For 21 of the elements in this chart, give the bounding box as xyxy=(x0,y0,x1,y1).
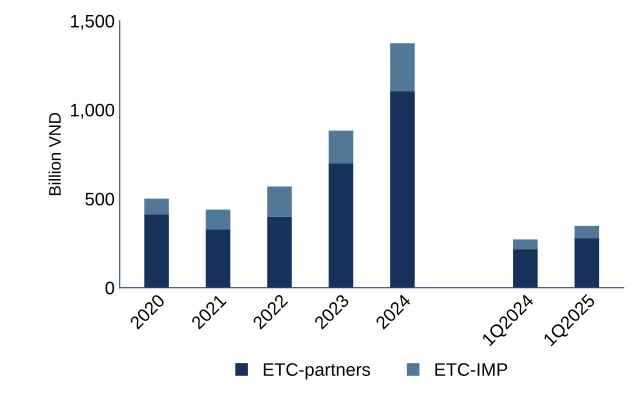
bar xyxy=(267,186,292,217)
y-tick-label: 1,500 xyxy=(71,14,114,30)
y-axis-title: Billion VND xyxy=(48,112,61,196)
bar xyxy=(328,164,354,288)
legend-label: ETC-partners xyxy=(264,363,370,380)
bar xyxy=(206,210,230,230)
bar xyxy=(574,238,600,288)
bar xyxy=(267,216,292,288)
bar xyxy=(390,43,415,92)
bar xyxy=(144,198,169,214)
bar xyxy=(574,226,600,238)
bar xyxy=(206,229,230,288)
y-tick-label: 0 xyxy=(106,282,114,294)
bar xyxy=(513,249,538,288)
bar xyxy=(144,214,169,288)
bar xyxy=(390,91,415,288)
y-tick-label: 1,000 xyxy=(71,104,114,119)
bar xyxy=(328,130,354,164)
legend-label: ETC-IMP xyxy=(435,363,508,376)
y-tick-label: 500 xyxy=(85,192,114,206)
bar xyxy=(513,239,538,250)
